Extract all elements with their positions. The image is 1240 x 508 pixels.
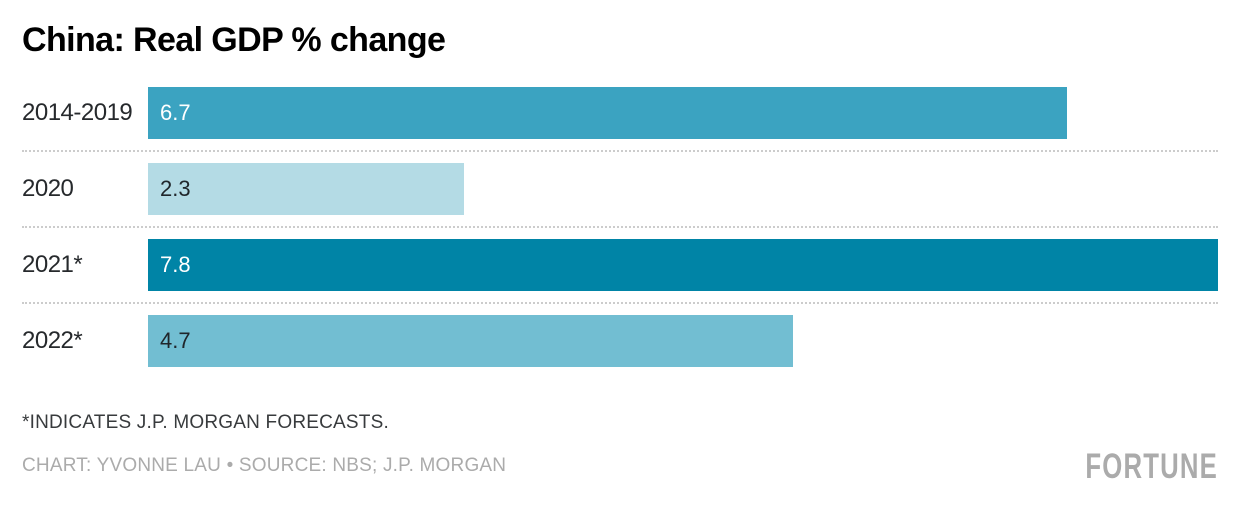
category-label: 2020 xyxy=(22,175,74,202)
value-label: 4.7 xyxy=(160,328,191,353)
bar-row-2020: 2020 2.3 xyxy=(22,163,1218,215)
chart-title: China: Real GDP % change xyxy=(22,21,446,59)
category-label: 2014-2019 xyxy=(22,99,133,126)
bar-2021: 7.8 xyxy=(148,239,1218,291)
fortune-logo: FORTUNE xyxy=(1085,445,1218,486)
bar-track: 4.7 xyxy=(148,315,1218,367)
bar-chart: 2014-2019 6.7 2020 2.3 2021* 7.8 xyxy=(22,87,1218,367)
footnote: *INDICATES J.P. MORGAN FORECASTS. xyxy=(22,412,389,433)
category-label: 2022* xyxy=(22,327,83,354)
bar-row-2022: 2022* 4.7 xyxy=(22,315,1218,367)
bar-2020: 2.3 xyxy=(148,163,464,215)
bar-row-2021: 2021* 7.8 xyxy=(22,239,1218,291)
bar-2022: 4.7 xyxy=(148,315,793,367)
value-label: 7.8 xyxy=(160,252,191,277)
row-separator xyxy=(22,302,1218,304)
bar-2014-2019: 6.7 xyxy=(148,87,1068,139)
row-separator xyxy=(22,150,1218,152)
category-label: 2021* xyxy=(22,251,83,278)
credit-line: CHART: YVONNE LAU • SOURCE: NBS; J.P. MO… xyxy=(22,455,507,476)
value-label: 2.3 xyxy=(160,176,191,201)
bar-row-2014-2019: 2014-2019 6.7 xyxy=(22,87,1218,139)
row-separator xyxy=(22,226,1218,228)
bar-track: 2.3 xyxy=(148,163,1218,215)
value-label: 6.7 xyxy=(160,100,191,125)
bar-track: 7.8 xyxy=(148,239,1218,291)
credit-row: CHART: YVONNE LAU • SOURCE: NBS; J.P. MO… xyxy=(22,445,1218,486)
bar-track: 6.7 xyxy=(148,87,1218,139)
